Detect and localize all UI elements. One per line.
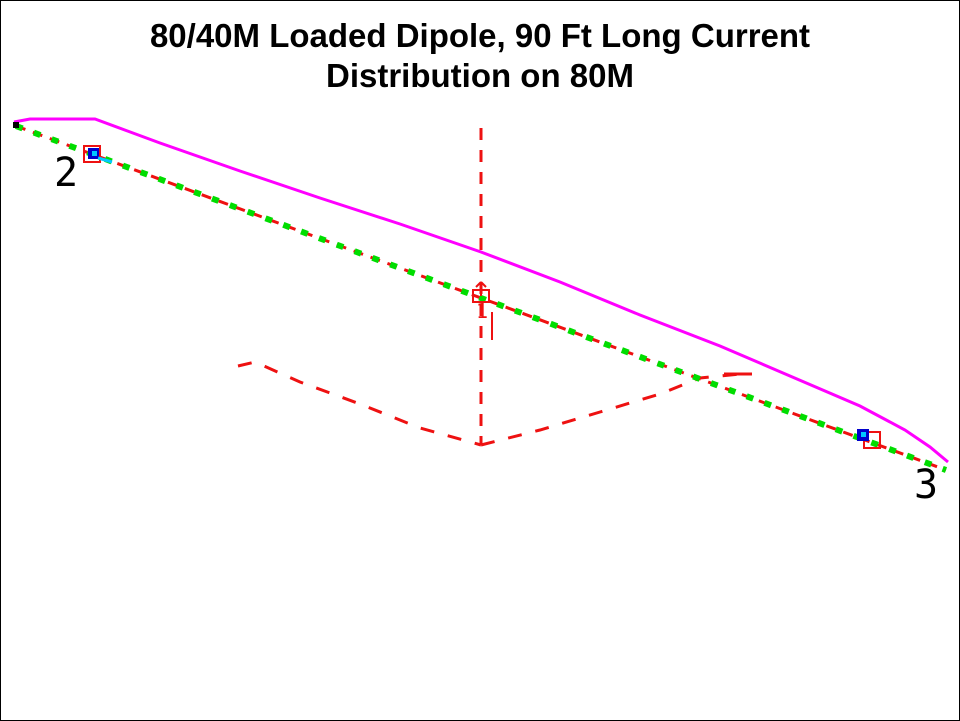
segment-label-2: 2	[54, 150, 78, 196]
ground-projection-left	[237, 360, 482, 447]
current-distribution-curve	[13, 117, 949, 464]
segment-label-1: 1	[476, 299, 488, 323]
reference-structure	[237, 128, 752, 447]
end-marker-left	[13, 122, 19, 128]
load-coil-right	[857, 429, 881, 449]
chart-title: 80/40M Loaded Dipole, 90 Ft Long Current…	[0, 16, 960, 96]
title-line-2: Distribution on 80M	[326, 57, 634, 94]
ground-projection-right	[480, 372, 741, 447]
antenna-wire	[14, 123, 948, 473]
title-line-1: 80/40M Loaded Dipole, 90 Ft Long Current	[149, 17, 811, 54]
load-coil-left	[83, 145, 113, 164]
wire-green	[14, 123, 948, 473]
segment-label-3: 3	[914, 462, 938, 508]
feed-point-source	[472, 281, 493, 340]
